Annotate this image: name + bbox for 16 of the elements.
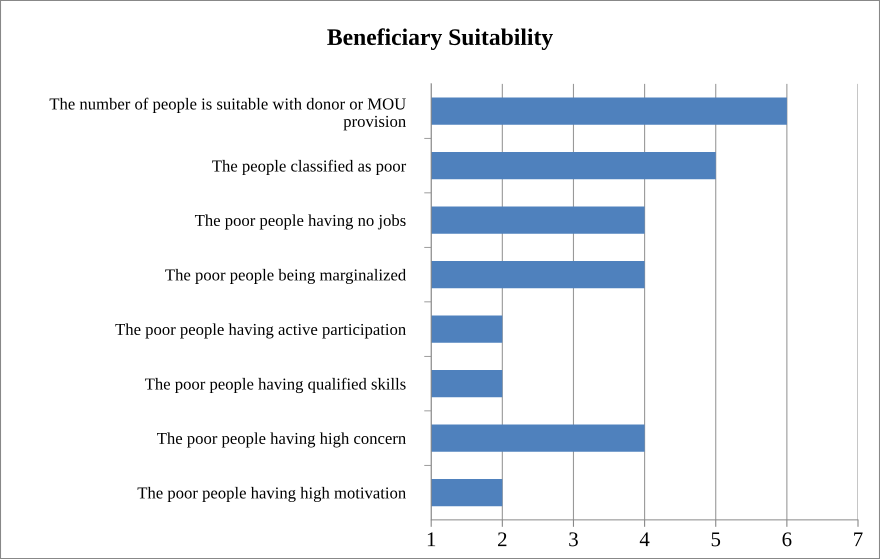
x-tick-label: 3: [569, 532, 578, 546]
x-tick-label: 4: [640, 532, 650, 546]
y-tick-label: The poor people being marginalized: [165, 268, 406, 284]
y-tick-label: The number of people is suitable with donor or MOU provision: [50, 98, 406, 130]
y-tick-label: The poor people having qualified skills: [144, 378, 406, 394]
x-tick-label: 1: [428, 532, 436, 546]
y-tick-label: The poor people having high motivation: [138, 486, 406, 502]
x-tick-label: 6: [782, 532, 792, 546]
x-tick-label: 5: [712, 532, 720, 546]
x-tick-label: 2: [498, 532, 506, 546]
chart-title: Beneficiary Suitability: [327, 28, 553, 50]
x-tick-label: 7: [854, 532, 863, 546]
y-tick-label: The poor people having active participation: [115, 323, 406, 338]
y-tick-label: The poor people having high concern: [157, 432, 406, 448]
y-tick-label: The people classified as poor: [212, 160, 406, 176]
y-tick-label: The poor people having no jobs: [194, 214, 406, 230]
